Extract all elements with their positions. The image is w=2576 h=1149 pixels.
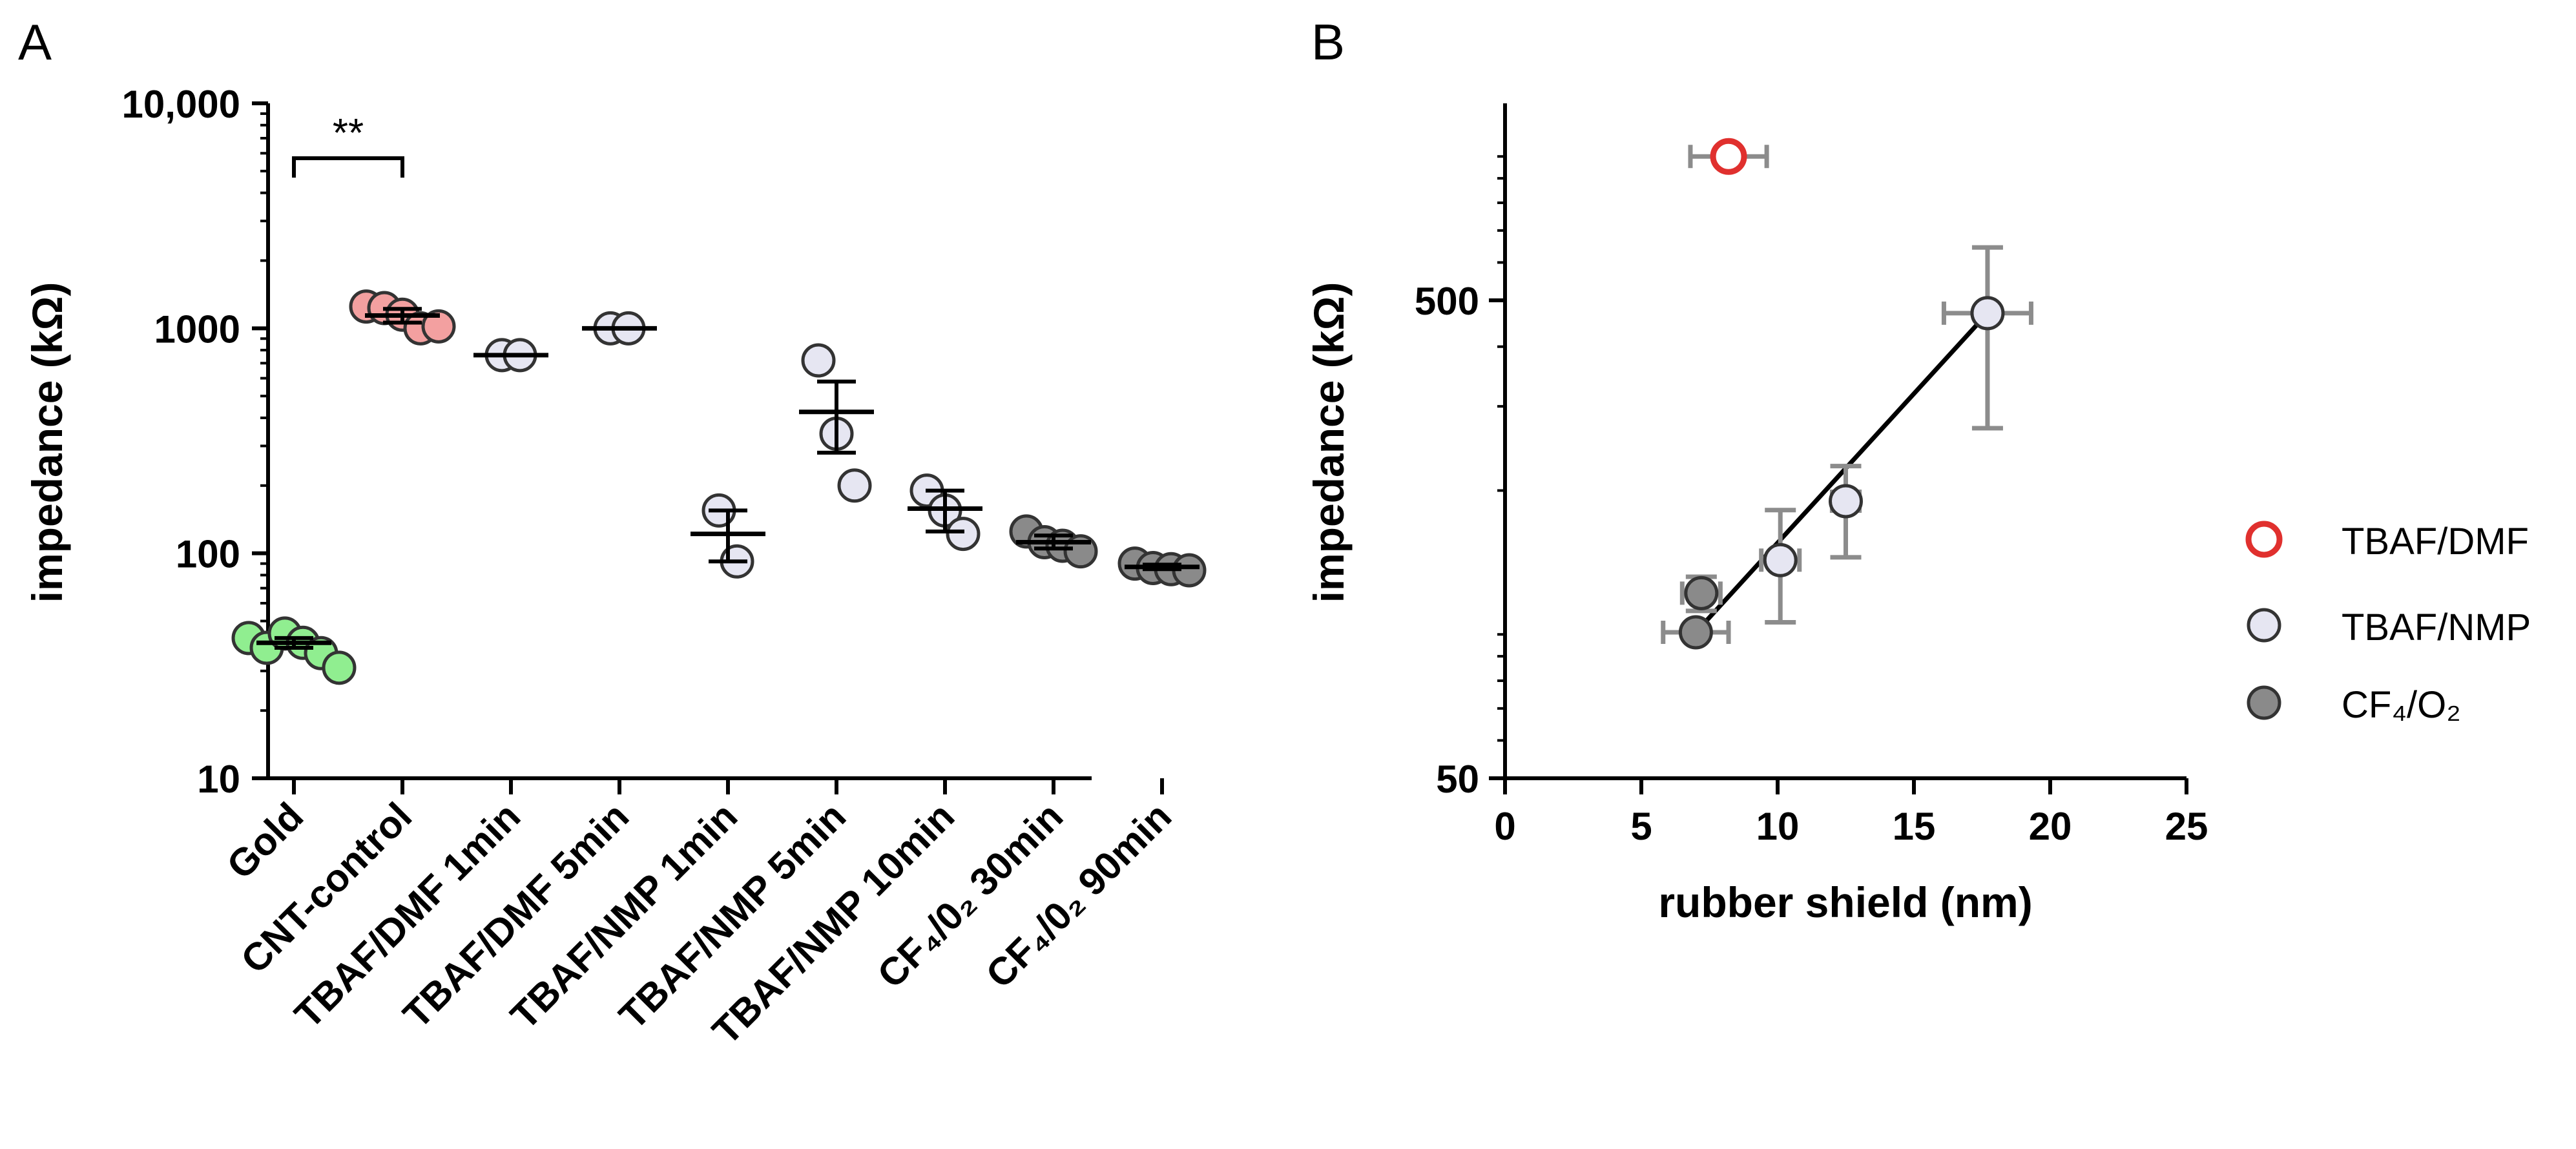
data-point: [322, 650, 357, 685]
fit-line: [1694, 311, 1989, 634]
data-point: [1829, 484, 1863, 519]
significance-bracket: [292, 156, 404, 178]
chart-b-y-axis-label: impedance (kΩ): [1305, 282, 1353, 603]
b-xtick-label: 15: [1893, 805, 1936, 848]
a-ytick-label: 10: [197, 758, 240, 801]
group-tbaf-nmp-5min: [799, 343, 874, 503]
group-tbaf-nmp-10min: [908, 473, 982, 552]
data-point: [1970, 296, 2005, 331]
legend-marker-cf4-o2: [2247, 685, 2281, 720]
group-tbaf-dmf-5min: [582, 311, 657, 346]
a-ytick-label: 1000: [154, 307, 240, 351]
data-point: [1684, 575, 1719, 610]
legend-marker-tbaf-dmf: [2245, 521, 2283, 558]
panel-label-b: B: [1311, 14, 1345, 70]
b-xtick-label: 5: [1630, 805, 1652, 848]
group-cf4-o2-30min: [1009, 514, 1098, 569]
a-ytick-label: 100: [176, 533, 240, 576]
b-xtick-label: 0: [1494, 805, 1515, 848]
chart-a-y-axis-label: impedance (kΩ): [23, 282, 71, 603]
group-gold: [231, 616, 357, 685]
legend-label-tbaf-dmf: TBAF/DMF: [2342, 521, 2529, 563]
significance-stars: **: [333, 111, 364, 156]
a-xtick-label-cf4-o2-90min: CF₄/0₂ 90min: [977, 794, 1179, 997]
data-point: [801, 343, 836, 378]
legend: TBAF/DMF TBAF/NMP CF₄/O₂: [2245, 521, 2531, 726]
data-point: [837, 468, 872, 503]
b-xtick-label: 25: [2165, 805, 2208, 848]
a-xtick-label-gold: Gold: [218, 794, 311, 887]
series-cf4-o2: [1661, 574, 1731, 650]
b-xtick-label: 10: [1756, 805, 1800, 848]
a-xtick-label-cf4-o2-30min: CF₄/0₂ 30min: [869, 794, 1071, 997]
series-tbaf-nmp: [1759, 245, 2033, 625]
b-ytick-label: 500: [1415, 280, 1479, 323]
significance-annotation: **: [292, 111, 404, 178]
group-cnt-control: [349, 289, 456, 346]
legend-label-cf4-o2: CF₄/O₂: [2342, 684, 2461, 726]
data-point: [1678, 615, 1713, 650]
data-point: [421, 309, 456, 344]
group-tbaf-dmf-1min: [473, 338, 548, 373]
data-point: [946, 517, 981, 552]
panel-label-a: A: [18, 14, 52, 70]
group-tbaf-nmp-1min: [691, 493, 765, 579]
b-ytick-label: 50: [1436, 758, 1479, 801]
legend-marker-tbaf-nmp: [2247, 608, 2281, 643]
data-point: [1710, 138, 1747, 175]
series-tbaf-dmf: [1688, 138, 1769, 175]
legend-label-tbaf-nmp: TBAF/NMP: [2342, 606, 2531, 648]
chart-b-x-axis-label: rubber shield (nm): [1658, 878, 2032, 926]
a-ytick-label: 10,000: [121, 83, 240, 126]
chart-b: 50 500 0 5 10 15 20 25 impedance (kΩ) rubber s…: [1305, 103, 2208, 926]
b-xtick-label: 20: [2029, 805, 2072, 848]
data-point: [1763, 543, 1798, 577]
group-cf4-o2-90min: [1117, 546, 1207, 588]
